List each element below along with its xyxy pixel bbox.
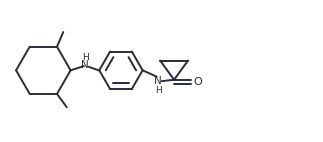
Text: H: H	[155, 86, 162, 95]
Text: N: N	[154, 76, 162, 86]
Text: H: H	[82, 53, 89, 62]
Text: N: N	[81, 60, 89, 70]
Text: O: O	[193, 77, 202, 87]
